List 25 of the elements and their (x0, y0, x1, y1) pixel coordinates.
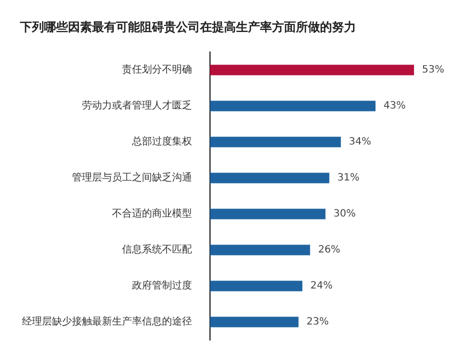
data-label: 23% (306, 316, 329, 328)
y-tick-label: 劳动力或者管理人才匮乏 (82, 100, 192, 112)
y-tick-label: 政府管制过度 (132, 280, 192, 292)
y-tick-label: 信息系统不匹配 (122, 244, 192, 256)
bar (210, 64, 414, 76)
y-tick-label: 责任划分不明确 (122, 64, 192, 76)
data-label: 43% (384, 100, 406, 112)
data-label: 34% (348, 136, 372, 148)
bar (210, 244, 310, 256)
data-label: 30% (333, 208, 356, 220)
y-tick-label: 经理层缺少接触最新生产率信息的途径 (22, 316, 192, 328)
bar (210, 316, 299, 328)
bar (210, 208, 326, 220)
y-tick-label: 管理层与员工之间缺乏沟通 (72, 172, 192, 184)
bar (210, 100, 376, 112)
data-label: 53% (422, 64, 444, 76)
chart-title: 下列哪些因素最有可能阻碍贵公司在提高生产率方面所做的努力 (20, 19, 356, 36)
bar (210, 280, 302, 292)
y-tick-label: 总部过度集权 (131, 136, 192, 148)
data-label: 24% (310, 280, 333, 292)
bar (210, 172, 330, 184)
bar (210, 136, 341, 148)
data-label: 26% (318, 244, 340, 256)
y-tick-label: 不合适的商业模型 (112, 208, 192, 220)
data-label: 31% (337, 172, 360, 184)
